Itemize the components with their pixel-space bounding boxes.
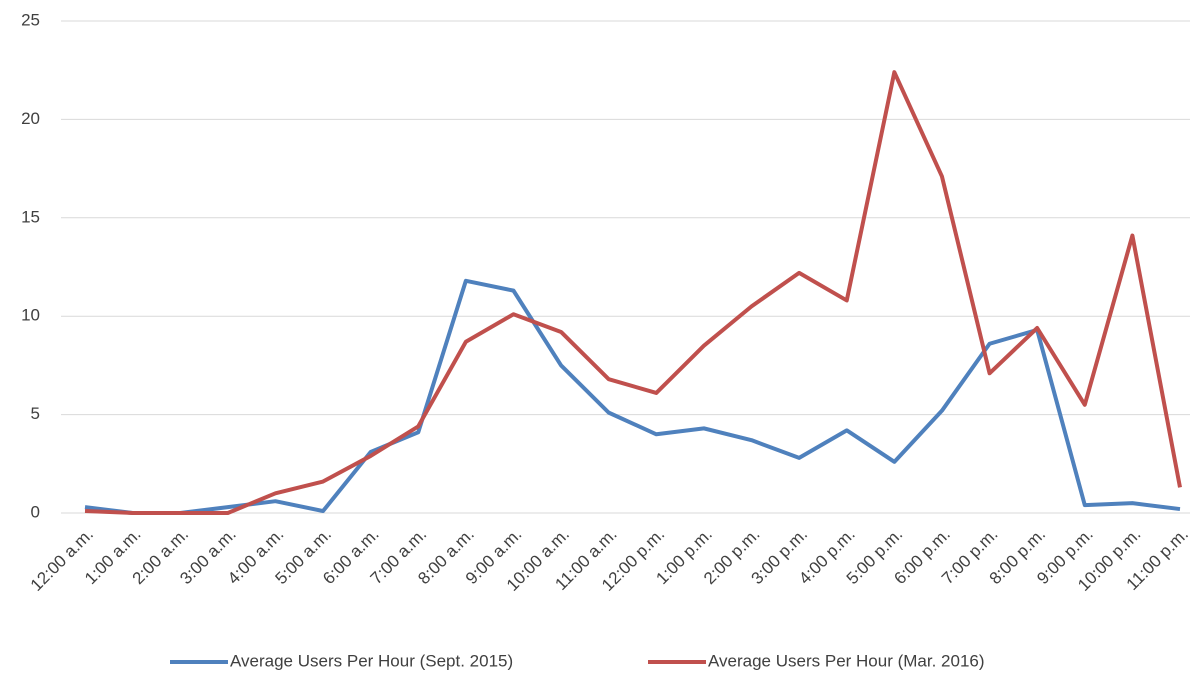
x-tick-label: 12:00 a.m. — [27, 525, 97, 595]
y-tick-label: 10 — [21, 306, 40, 325]
y-tick-label: 25 — [21, 10, 40, 29]
y-tick-label: 5 — [31, 404, 40, 423]
series-line — [84, 278, 1181, 515]
y-tick-label: 20 — [21, 109, 40, 128]
legend-label: Average Users Per Hour (Sept. 2015) — [230, 651, 513, 670]
y-tick-label: 0 — [31, 502, 40, 521]
y-tick-label: 15 — [21, 207, 40, 226]
series-line — [84, 70, 1182, 515]
legend-label: Average Users Per Hour (Mar. 2016) — [708, 651, 985, 670]
